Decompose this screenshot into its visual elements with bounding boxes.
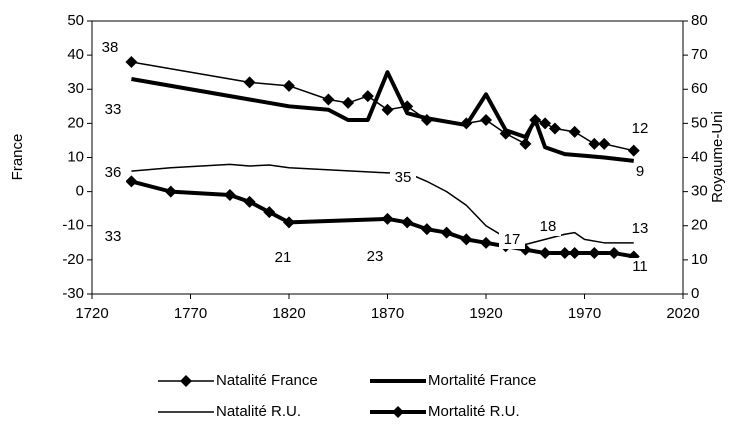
data-marker [342,96,355,109]
data-marker [164,185,177,198]
y-tick-label: 30 [67,80,84,97]
data-line [131,70,634,163]
data-marker [322,93,335,106]
data-marker [548,122,561,135]
legend-label: Mortalité France [428,372,536,389]
y-tick-label: -20 [62,251,84,268]
data-marker [243,195,256,208]
y2-tick-label: 30 [691,183,708,200]
data-marker [263,206,276,219]
data-marker [598,137,611,150]
annotation: 36 [105,164,122,181]
annotation-bg [270,249,296,267]
data-marker [125,175,138,188]
annotation-bg [535,218,561,236]
y2-tick-label: 40 [691,148,708,165]
data-marker [558,247,571,260]
data-marker [381,212,394,225]
annotation: 12 [632,120,649,137]
annotation-bg [627,163,653,181]
annotation: 13 [632,220,649,237]
data-marker [608,247,621,260]
y-tick-label: 0 [76,183,84,200]
annotation-bg [627,258,653,276]
data-marker [440,226,453,239]
data-marker [519,137,532,150]
legend-label: Natalité R.U. [216,403,301,420]
annotation: 11 [632,258,648,275]
y-tick-label: 40 [67,46,84,63]
data-line [131,163,634,246]
x-tick-label: 2020 [666,305,699,322]
y-tick-label: 20 [67,114,84,131]
y2-tick-label: 70 [691,46,708,63]
y2-tick-label: 50 [691,114,708,131]
data-marker [401,216,414,229]
data-marker [283,79,295,92]
x-tick-label: 1920 [469,305,502,322]
annotation: 18 [540,218,557,235]
annotation-bg [97,39,123,57]
y-tick-label: 50 [67,12,84,29]
annotation-bg [499,231,525,249]
annotation: 21 [275,249,292,266]
data-marker [361,90,374,103]
y-tick-label: -10 [62,217,84,234]
y2-tick-label: 0 [691,285,699,302]
x-tick-label: 1720 [75,305,108,322]
annotation-bg [627,120,653,138]
data-marker [539,117,552,130]
y-tick-label: -30 [62,285,84,302]
x-tick-label: 1770 [174,305,207,322]
data-marker [243,76,256,89]
data-marker [460,233,473,246]
data-line [131,61,634,152]
data-marker [283,216,295,229]
y2-tick-label: 20 [691,217,708,234]
annotation-bg [362,248,388,266]
annotation-bg [390,169,416,187]
x-tick-label: 1970 [568,305,601,322]
y2-axis-label: Royaume-Uni [709,111,726,203]
data-marker [588,137,601,150]
data-marker [627,144,640,157]
data-marker [480,236,492,249]
annotation-bg [627,220,653,238]
annotation: 9 [636,163,644,180]
data-marker [381,103,394,116]
annotation: 17 [504,231,521,248]
y-axis-label: France [9,134,26,181]
x-tick-label: 1870 [371,305,404,322]
legend-label: Natalité France [216,372,318,389]
data-marker [539,247,552,260]
data-marker [125,55,138,68]
legend-marker [392,406,404,418]
data-marker [420,223,433,236]
y2-tick-label: 10 [691,251,708,268]
x-tick-label: 1820 [272,305,305,322]
y2-tick-label: 60 [691,80,708,97]
data-marker [568,247,581,260]
legend-label: Mortalité R.U. [428,403,520,420]
annotation: 23 [367,248,384,265]
annotation-bg [100,164,126,182]
annotation-bg [100,101,126,119]
annotation: 35 [395,169,412,186]
annotation: 38 [102,39,119,56]
data-marker [480,113,492,126]
legend-marker [180,375,192,387]
annotation-bg [100,228,126,246]
y2-tick-label: 80 [691,12,708,29]
data-marker [223,189,236,202]
annotation: 33 [105,228,122,245]
data-marker [568,125,581,138]
annotation: 33 [105,101,122,118]
data-marker [588,247,601,260]
y-tick-label: 10 [67,148,84,165]
